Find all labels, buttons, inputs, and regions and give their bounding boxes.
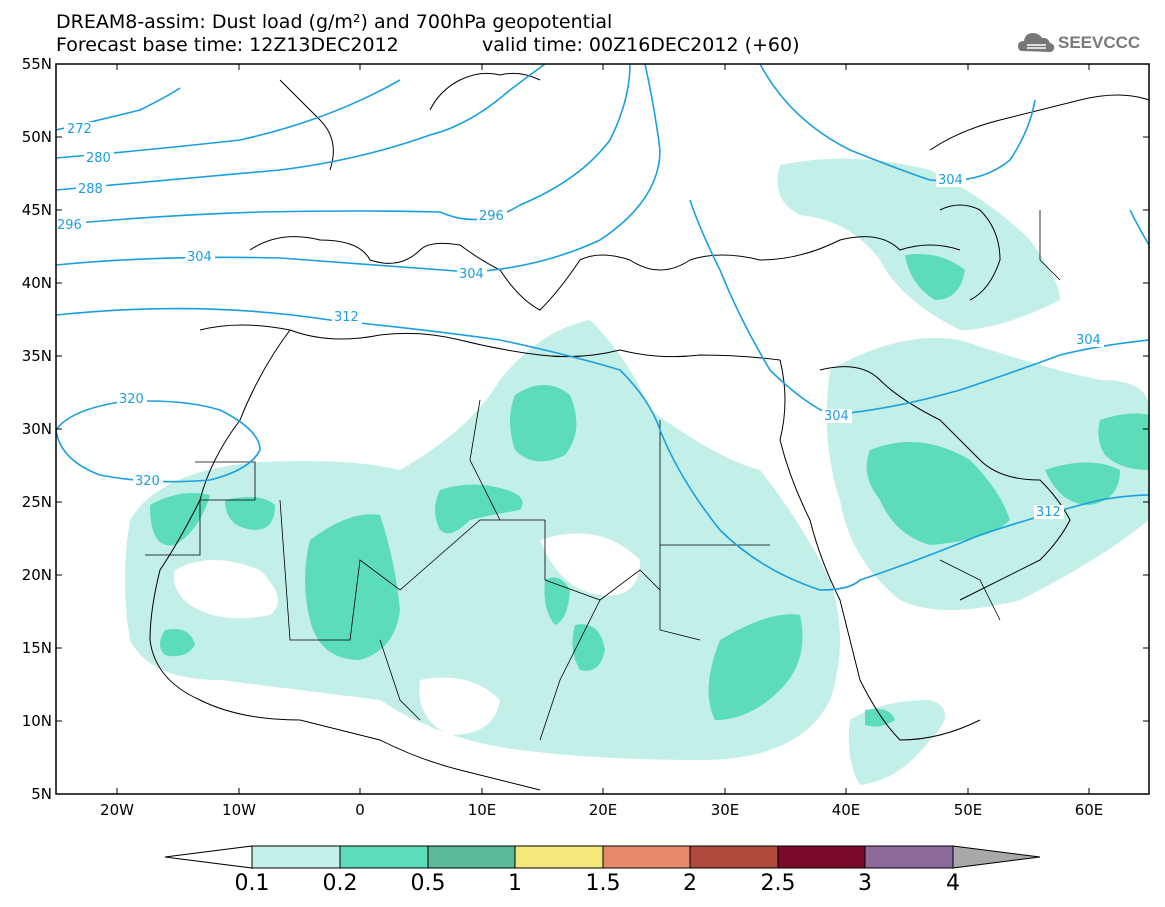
contour-label: 304: [459, 267, 484, 282]
lat-label: 50N: [21, 128, 52, 146]
contour-label: 312: [1036, 505, 1061, 520]
lat-label: 30N: [21, 420, 52, 438]
colorbar-label: 0.2: [322, 871, 358, 896]
lat-label: 15N: [21, 639, 52, 657]
dust-region-light: [125, 158, 1149, 785]
contour-label: 304: [824, 409, 849, 424]
colorbar-swatch: [777, 845, 866, 869]
colorbar-swatch: [602, 845, 691, 869]
country-borders: [145, 210, 1061, 741]
contour-labels: 272 280 288 296 304 312 320 296 304 304 …: [56, 122, 1104, 520]
contour-label: 296: [479, 209, 504, 224]
lon-label: 40E: [831, 801, 861, 819]
contour-label: 312: [334, 310, 359, 325]
colorbar-label: 0.5: [410, 871, 446, 896]
dust-free-areas: [174, 533, 640, 735]
colorbar-label: 1: [508, 871, 522, 896]
contour-label: 304: [187, 250, 212, 265]
contour-label: 296: [57, 218, 82, 233]
valid-time: valid time: 00Z16DEC2012 (+60): [482, 34, 800, 56]
lon-label: 20E: [588, 801, 618, 819]
lon-label: 50E: [953, 801, 983, 819]
contour-label: 280: [86, 151, 111, 166]
colorbar-label: 4: [946, 871, 960, 896]
axis-ticks: [56, 63, 1149, 795]
lon-label: 0: [355, 801, 365, 819]
colorbar-swatch: [251, 845, 341, 869]
contour-label: 320: [135, 474, 160, 489]
lat-label: 55N: [21, 55, 52, 73]
colorbar-label: 2.5: [760, 871, 796, 896]
lon-label: 10W: [222, 801, 256, 819]
colorbar-swatch: [514, 845, 604, 869]
logo-text: SEEVCCC: [1058, 33, 1141, 52]
contour-label: 272: [67, 122, 92, 137]
map-title: DREAM8-assim: Dust load (g/m²) and 700hP…: [56, 11, 613, 33]
colorbar-label: 3: [858, 871, 872, 896]
seevccc-logo: [1018, 33, 1055, 52]
lon-label: 30E: [710, 801, 740, 819]
colorbar: [164, 845, 1041, 869]
colorbar-swatch: [864, 845, 954, 869]
colorbar-swatch: [689, 845, 779, 869]
colorbar-swatch: [339, 845, 429, 869]
colorbar-high-arrow: [952, 845, 1041, 869]
lat-label: 25N: [21, 493, 52, 511]
lon-label: 10E: [467, 801, 497, 819]
lon-label: 60E: [1074, 801, 1104, 819]
contour-label: 320: [119, 392, 144, 407]
contour-label: 304: [1076, 333, 1101, 348]
lat-label: 10N: [21, 712, 52, 730]
lat-label: 20N: [21, 566, 52, 584]
lat-label: 35N: [21, 347, 52, 365]
colorbar-label: 1.5: [585, 871, 621, 896]
lon-label: 20W: [100, 801, 134, 819]
colorbar-label: 0.1: [234, 871, 270, 896]
lat-label: 40N: [21, 274, 52, 292]
lat-label: 5N: [31, 785, 52, 803]
lat-label: 45N: [21, 201, 52, 219]
contour-label: 304: [938, 173, 963, 188]
dust-region-medium: [150, 254, 1149, 727]
contour-label: 288: [78, 182, 103, 197]
coastlines: [149, 72, 1149, 791]
forecast-base-time: Forecast base time: 12Z13DEC2012: [56, 34, 399, 56]
colorbar-label: 2: [683, 871, 697, 896]
colorbar-low-arrow: [164, 845, 253, 869]
colorbar-swatch: [427, 845, 516, 869]
